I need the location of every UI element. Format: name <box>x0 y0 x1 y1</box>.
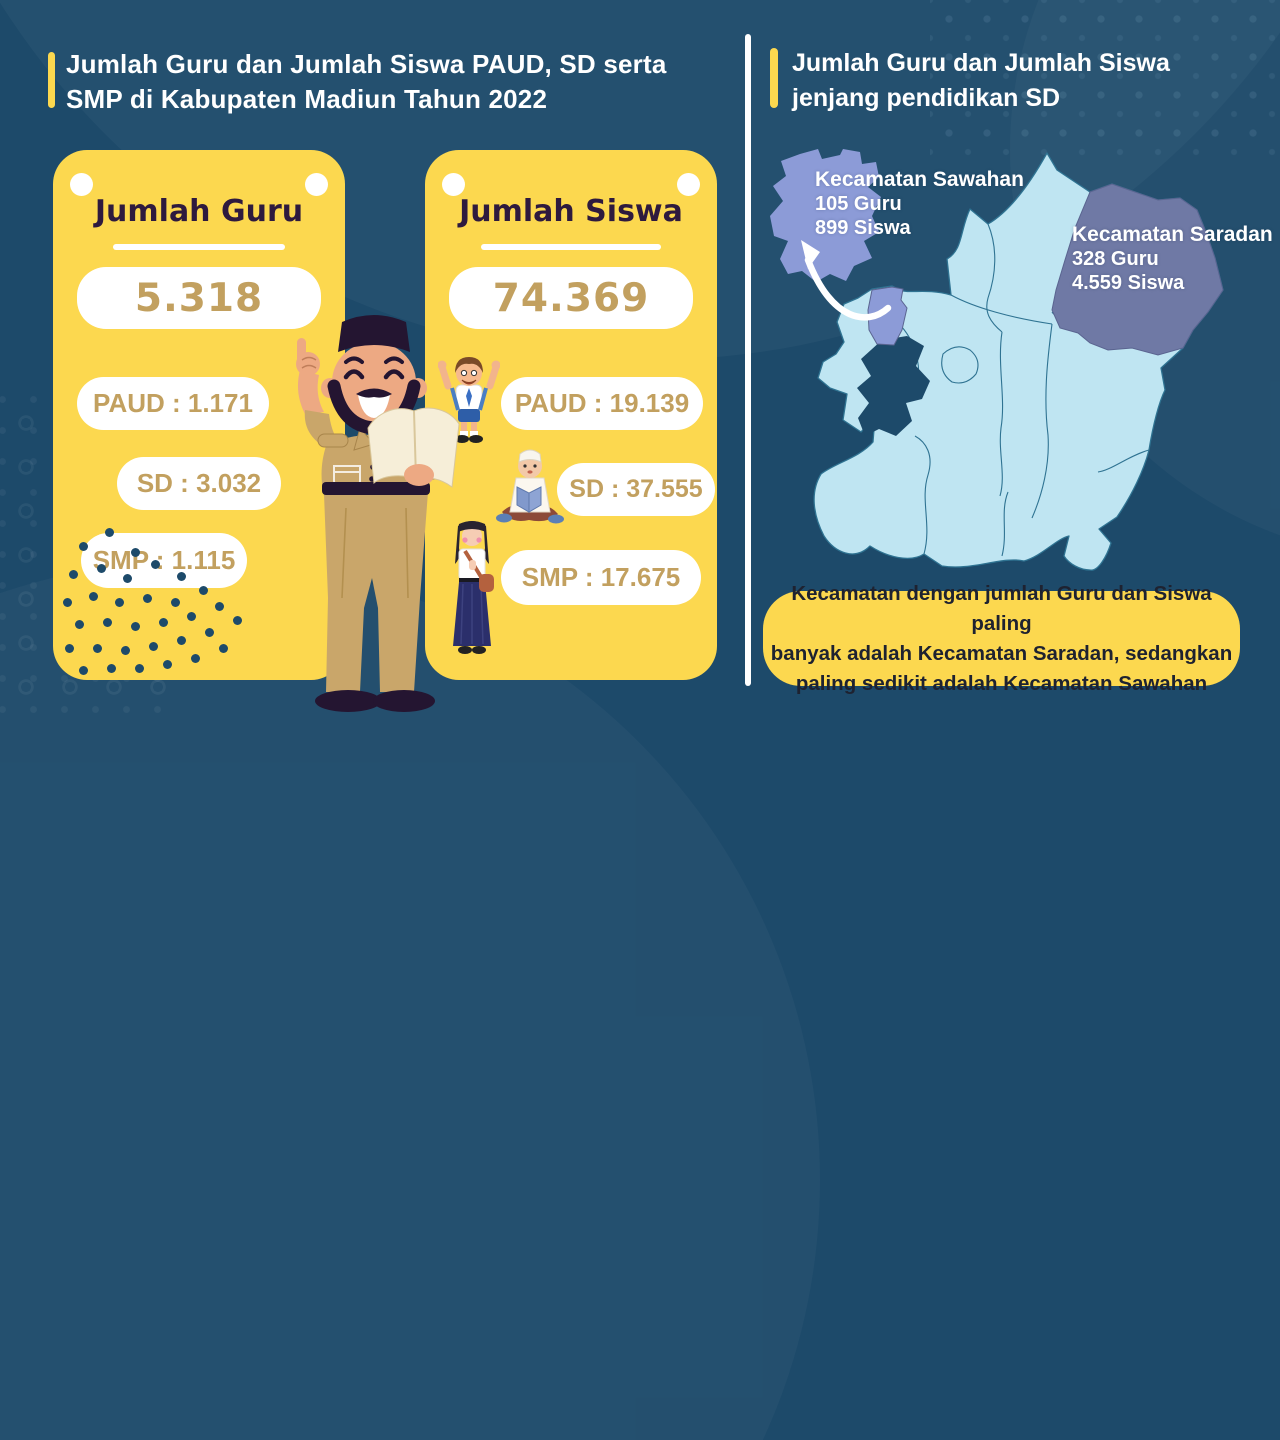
map-sawahan-inset <box>770 149 881 282</box>
dot-pattern <box>930 0 1280 160</box>
section-divider <box>745 34 751 686</box>
left-title-line1: Jumlah Guru dan Jumlah Siswa PAUD, SD se… <box>66 49 667 79</box>
curved-arrow-icon <box>801 240 892 321</box>
map-hole-region <box>857 336 930 436</box>
card-jumlah-guru: Jumlah Guru 5.318 PAUD : 1.171 SD : 3.03… <box>53 150 345 680</box>
kabupaten-madiun-map <box>770 149 1224 571</box>
schoolgirl-illustration <box>453 521 494 654</box>
conclusion-note: Kecamatan dengan jumlah Guru dan Siswa p… <box>763 582 1240 695</box>
siswa-paud-value: PAUD : 19.139 <box>501 377 703 430</box>
note-line1: Kecamatan dengan jumlah Guru dan Siswa p… <box>791 581 1212 635</box>
saradan-name: Kecamatan Saradan <box>1072 223 1273 246</box>
right-title-line2: jenjang pendidikan SD <box>792 84 1061 112</box>
guru-smp-value: SMP : 1.115 <box>81 533 247 588</box>
right-title-line1: Jumlah Guru dan Jumlah Siswa <box>792 49 1170 77</box>
note-line2: banyak adalah Kecamatan Saradan, sedangk… <box>770 641 1233 665</box>
right-section-title: Jumlah Guru dan Jumlah Siswa jenjang pen… <box>792 46 1170 116</box>
label-kecamatan-sawahan: Kecamatan Sawahan 105 Guru 899 Siswa <box>815 168 1024 240</box>
sawahan-siswa: 899 Siswa <box>815 217 911 239</box>
punch-hole <box>677 173 700 196</box>
punch-hole <box>305 173 328 196</box>
label-kecamatan-saradan: Kecamatan Saradan 328 Guru 4.559 Siswa <box>1072 223 1273 295</box>
teacher-illustration <box>296 315 460 712</box>
sawahan-name: Kecamatan Sawahan <box>815 168 1024 191</box>
guru-paud-value: PAUD : 1.171 <box>77 377 269 430</box>
heading-underline <box>113 244 285 250</box>
guru-total-value: 5.318 <box>77 267 321 329</box>
siswa-sd-value: SD : 37.555 <box>557 463 715 516</box>
saradan-siswa: 4.559 Siswa <box>1072 272 1185 294</box>
punch-hole <box>70 173 93 196</box>
left-section-title: Jumlah Guru dan Jumlah Siswa PAUD, SD se… <box>66 47 667 117</box>
right-title-accent-bar <box>770 48 778 108</box>
siswa-total-value: 74.369 <box>449 267 693 329</box>
card-siswa-heading: Jumlah Siswa <box>459 194 683 229</box>
infographic-page: { "colors": { "background": "#1d4a6a", "… <box>0 0 1280 720</box>
heading-underline <box>481 244 661 250</box>
cheering-schoolboy-illustration <box>438 357 500 443</box>
siswa-smp-value: SMP : 17.675 <box>501 550 701 605</box>
punch-hole <box>442 173 465 196</box>
map-region-saradan <box>1051 183 1224 356</box>
card-guru-heading: Jumlah Guru <box>94 194 304 229</box>
sawahan-guru: 105 Guru <box>815 193 902 215</box>
left-title-accent-bar <box>48 52 55 108</box>
guru-sd-value: SD : 3.032 <box>117 457 281 510</box>
map-region-sawahan <box>867 286 908 346</box>
left-title-line2: SMP di Kabupaten Madiun Tahun 2022 <box>66 84 548 114</box>
note-line3: paling sedikit adalah Kecamatan Sawahan <box>795 671 1208 695</box>
boy-reading-book-illustration <box>496 449 564 524</box>
saradan-guru: 328 Guru <box>1072 248 1159 270</box>
dots-decoration <box>53 150 62 159</box>
